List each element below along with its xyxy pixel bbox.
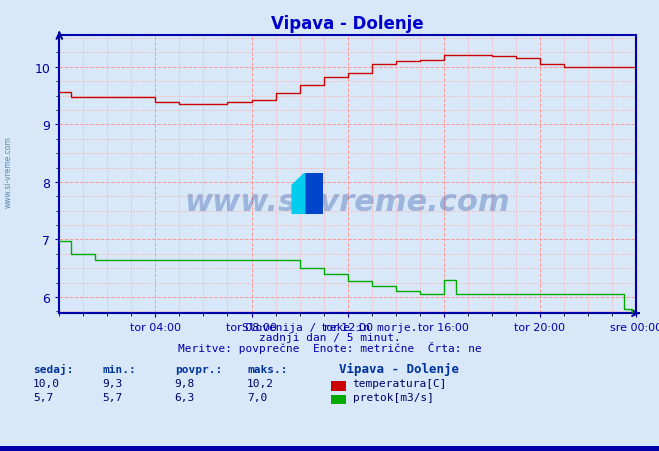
Text: sedaj:: sedaj: <box>33 363 73 374</box>
Text: 6,3: 6,3 <box>175 392 195 402</box>
Bar <box>304 174 323 214</box>
Text: 5,7: 5,7 <box>33 392 53 402</box>
Text: 7,0: 7,0 <box>247 392 268 402</box>
Text: 9,8: 9,8 <box>175 378 195 388</box>
Text: Slovenija / reke in morje.: Slovenija / reke in morje. <box>242 322 417 332</box>
Text: www.si-vreme.com: www.si-vreme.com <box>185 188 511 217</box>
Text: zadnji dan / 5 minut.: zadnji dan / 5 minut. <box>258 332 401 342</box>
Polygon shape <box>292 174 304 214</box>
Text: 10,2: 10,2 <box>247 378 274 388</box>
Title: Vipava - Dolenje: Vipava - Dolenje <box>272 15 424 33</box>
Text: www.si-vreme.com: www.si-vreme.com <box>3 135 13 207</box>
Text: min.:: min.: <box>102 364 136 374</box>
Text: temperatura[C]: temperatura[C] <box>353 378 447 388</box>
Text: Meritve: povprečne  Enote: metrične  Črta: ne: Meritve: povprečne Enote: metrične Črta:… <box>178 341 481 353</box>
Text: povpr.:: povpr.: <box>175 364 222 374</box>
Text: pretok[m3/s]: pretok[m3/s] <box>353 392 434 402</box>
Text: maks.:: maks.: <box>247 364 287 374</box>
Text: 5,7: 5,7 <box>102 392 123 402</box>
Text: 9,3: 9,3 <box>102 378 123 388</box>
Text: 10,0: 10,0 <box>33 378 60 388</box>
Text: Vipava - Dolenje: Vipava - Dolenje <box>339 362 459 375</box>
